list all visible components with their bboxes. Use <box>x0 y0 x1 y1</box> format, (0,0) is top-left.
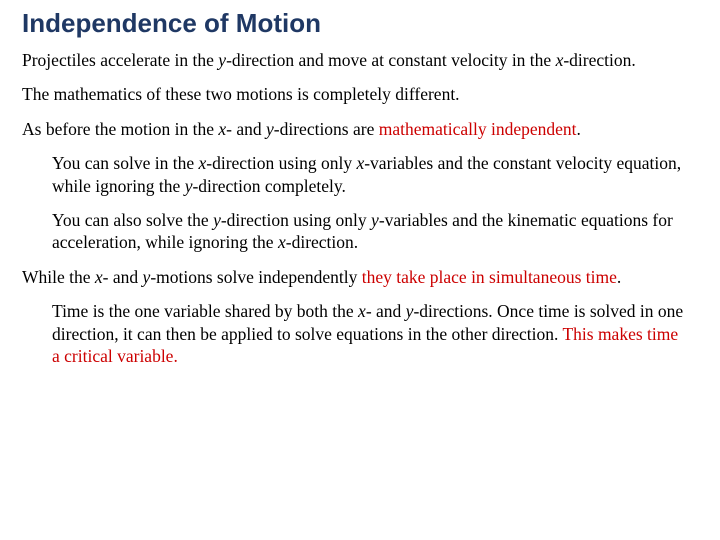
text: -direction. <box>563 50 635 70</box>
text: - and <box>226 119 266 139</box>
slide-title: Independence of Motion <box>22 8 698 39</box>
var-x: x <box>278 232 286 252</box>
text: -direction and move at constant velocity… <box>226 50 555 70</box>
slide-container: Independence of Motion Projectiles accel… <box>0 0 720 397</box>
paragraph-4: You can solve in the x-direction using o… <box>52 152 688 197</box>
var-x: x <box>358 301 366 321</box>
text: Time is the one variable shared by both … <box>52 301 358 321</box>
text: -direction. <box>286 232 358 252</box>
text: - and <box>366 301 406 321</box>
text: You can solve in the <box>52 153 198 173</box>
text: Projectiles accelerate in the <box>22 50 218 70</box>
text: -motions solve independently <box>150 267 361 287</box>
text: You can also solve the <box>52 210 213 230</box>
text: . <box>617 267 621 287</box>
var-x: x <box>218 119 226 139</box>
text: -direction completely. <box>192 176 345 196</box>
paragraph-5: You can also solve the y-direction using… <box>52 209 688 254</box>
var-x: x <box>95 267 103 287</box>
paragraph-6: While the x- and y-motions solve indepen… <box>22 266 698 288</box>
paragraph-7: Time is the one variable shared by both … <box>52 300 688 367</box>
paragraph-3: As before the motion in the x- and y-dir… <box>22 118 698 140</box>
paragraph-1: Projectiles accelerate in the y-directio… <box>22 49 698 71</box>
highlight-text: mathematically independent <box>379 119 577 139</box>
text: -direction using only <box>206 153 356 173</box>
text: As before the motion in the <box>22 119 218 139</box>
text: -directions are <box>274 119 379 139</box>
var-y: y <box>218 50 226 70</box>
var-y: y <box>371 210 379 230</box>
paragraph-2: The mathematics of these two motions is … <box>22 83 698 105</box>
text: . <box>577 119 581 139</box>
highlight-text: they take place in simultaneous time <box>362 267 617 287</box>
text: - and <box>103 267 143 287</box>
text: -direction using only <box>221 210 371 230</box>
text: While the <box>22 267 95 287</box>
var-y: y <box>213 210 221 230</box>
var-y: y <box>266 119 274 139</box>
